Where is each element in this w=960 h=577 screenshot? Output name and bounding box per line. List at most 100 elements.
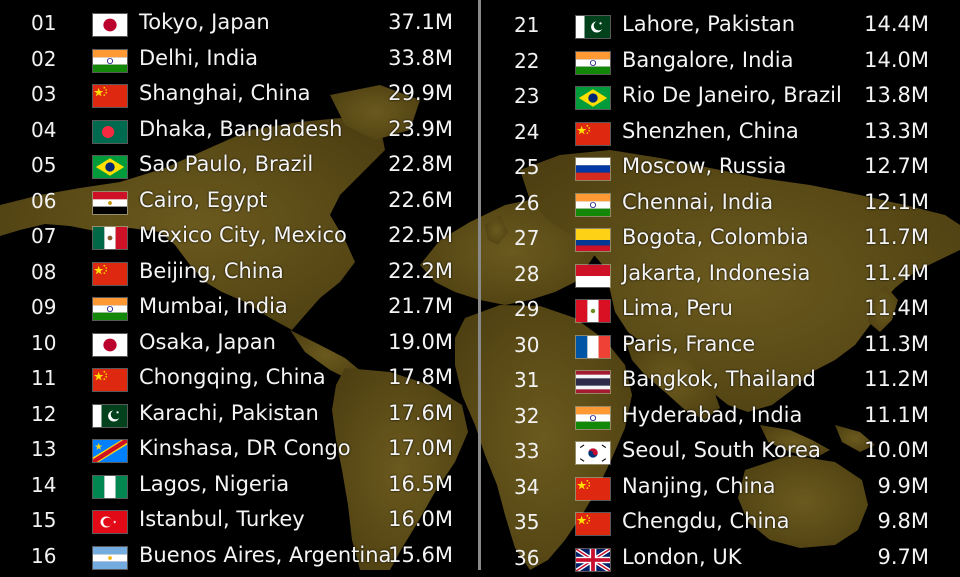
city-name: Bangkok, Thailand <box>622 367 816 391</box>
city-name: Sao Paulo, Brazil <box>139 152 314 176</box>
rank-number: 27 <box>514 226 540 250</box>
city-name: Beijing, China <box>139 258 284 283</box>
uk-flag-icon <box>575 547 611 572</box>
population-value: 11.2M <box>864 367 929 391</box>
india-flag-icon <box>575 405 611 430</box>
population-value: 17.6M <box>388 400 453 425</box>
city-name: Nanjing, China <box>622 473 776 498</box>
rank-number: 04 <box>31 117 57 142</box>
population-value: 19.0M <box>388 329 453 354</box>
population-value: 11.3M <box>864 331 929 356</box>
city-name: Delhi, India <box>139 45 258 70</box>
argentina-flag-icon <box>92 545 128 570</box>
city-row: 27 Bogota, Colombia 11.7M <box>482 222 960 257</box>
turkey-flag-icon <box>92 510 128 534</box>
city-name: Mexico City, Mexico <box>139 223 347 247</box>
population-value: 17.0M <box>388 436 453 460</box>
city-name: Lima, Peru <box>622 296 733 320</box>
population-value: 11.7M <box>864 225 929 249</box>
city-name: Osaka, Japan <box>139 329 276 354</box>
rank-number: 08 <box>31 259 57 284</box>
rank-number: 07 <box>31 224 57 248</box>
pakistan-flag-icon <box>92 403 128 428</box>
column-divider <box>478 0 481 570</box>
pakistan-flag-icon <box>575 15 611 39</box>
population-value: 14.0M <box>864 47 929 72</box>
china-flag-icon <box>575 121 611 146</box>
brazil-flag-icon <box>92 155 128 179</box>
population-value: 33.8M <box>388 45 453 70</box>
population-value: 16.5M <box>388 471 453 496</box>
population-value: 29.9M <box>388 81 453 105</box>
city-row: 04 Dhaka, Bangladesh 23.9M <box>0 114 478 149</box>
population-value: 22.5M <box>388 223 453 247</box>
city-name: Bangalore, India <box>622 47 794 72</box>
japan-flag-icon <box>92 13 128 37</box>
china-flag-icon <box>575 476 611 501</box>
rank-number: 05 <box>31 153 57 177</box>
city-name: Dhaka, Bangladesh <box>139 116 343 141</box>
city-row: 07 Mexico City, Mexico 22.5M <box>0 220 478 255</box>
city-name: Shenzhen, China <box>622 118 799 143</box>
china-flag-icon <box>575 512 611 536</box>
city-row: 16 Buenos Aires, Argentina 15.6M <box>0 540 478 575</box>
city-name: Moscow, Russia <box>622 154 787 178</box>
city-name: Seoul, South Korea <box>622 438 821 462</box>
city-row: 03 Shanghai, China 29.9M <box>0 78 478 113</box>
city-name: Lagos, Nigeria <box>139 471 290 496</box>
population-value: 9.8M <box>877 509 929 533</box>
rank-number: 30 <box>514 332 540 357</box>
population-value: 22.8M <box>388 152 453 176</box>
city-name: Jakarta, Indonesia <box>622 260 811 285</box>
rank-number: 33 <box>514 439 540 463</box>
population-value: 10.0M <box>864 438 929 462</box>
russia-flag-icon <box>575 157 611 181</box>
rank-number: 15 <box>31 508 57 532</box>
rank-number: 11 <box>31 366 57 390</box>
city-row: 14 Lagos, Nigeria 16.5M <box>0 469 478 504</box>
city-name: Chongqing, China <box>139 365 326 389</box>
city-name: Buenos Aires, Argentina <box>139 542 392 567</box>
rank-number: 22 <box>514 48 540 73</box>
japan-flag-icon <box>92 332 128 357</box>
population-value: 17.8M <box>388 365 453 389</box>
rank-number: 03 <box>31 82 57 106</box>
city-name: Bogota, Colombia <box>622 225 809 249</box>
rank-number: 26 <box>514 190 540 215</box>
india-flag-icon <box>92 48 128 73</box>
city-name: Chengdu, China <box>622 509 790 533</box>
city-name: Shanghai, China <box>139 81 311 105</box>
city-row: 36 London, UK 9.7M <box>482 542 960 577</box>
population-value: 13.8M <box>864 83 929 107</box>
rank-number: 25 <box>514 155 540 179</box>
city-row: 22 Bangalore, India 14.0M <box>482 45 960 80</box>
city-row: 02 Delhi, India 33.8M <box>0 43 478 78</box>
china-flag-icon <box>92 261 128 286</box>
rank-number: 12 <box>31 401 57 426</box>
india-flag-icon <box>575 192 611 217</box>
rank-number: 10 <box>31 330 57 355</box>
bangladesh-flag-icon <box>92 119 128 144</box>
rank-number: 31 <box>514 368 540 392</box>
city-name: London, UK <box>622 544 742 569</box>
rank-number: 23 <box>514 84 540 108</box>
city-row: 28 Jakarta, Indonesia 11.4M <box>482 258 960 293</box>
peru-flag-icon <box>575 299 611 323</box>
population-value: 15.6M <box>388 542 453 567</box>
city-row: 15 Istanbul, Turkey 16.0M <box>0 504 478 539</box>
colombia-flag-icon <box>575 228 611 252</box>
rank-number: 29 <box>514 297 540 321</box>
rank-number: 06 <box>31 188 57 213</box>
mexico-flag-icon <box>92 226 128 250</box>
rank-number: 21 <box>514 13 540 37</box>
rank-number: 34 <box>514 474 540 499</box>
city-row: 09 Mumbai, India 21.7M <box>0 291 478 326</box>
rank-number: 16 <box>31 543 57 568</box>
north-america-shape <box>0 118 385 330</box>
population-value: 9.7M <box>877 544 929 569</box>
city-row: 26 Chennai, India 12.1M <box>482 187 960 222</box>
population-value: 9.9M <box>877 473 929 498</box>
indonesia-flag-icon <box>575 263 611 288</box>
city-row: 10 Osaka, Japan 19.0M <box>0 327 478 362</box>
